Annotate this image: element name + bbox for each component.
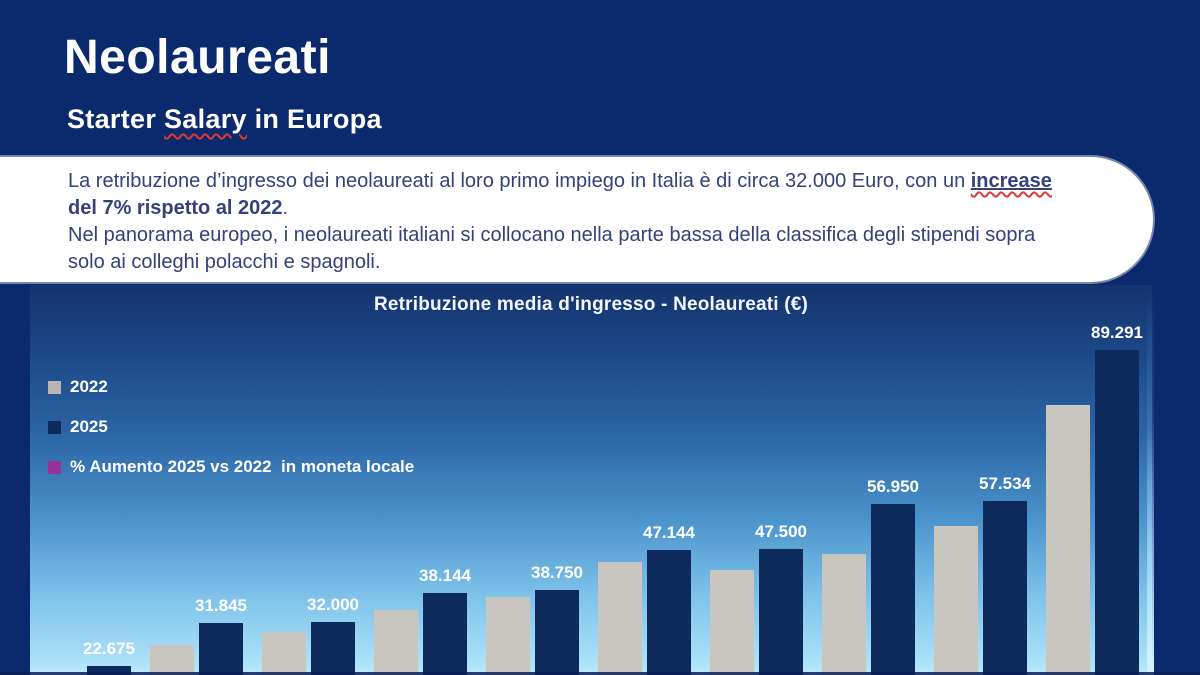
chart-background: Retribuzione media d'ingresso - Neolaure…	[30, 285, 1154, 675]
bar-2022	[150, 644, 194, 675]
bar-2025	[983, 501, 1027, 675]
bar-2025	[647, 550, 691, 675]
subtitle-misspelled-word: Salary	[163, 104, 247, 134]
bar-2025	[871, 503, 915, 675]
bar-2022	[822, 553, 866, 675]
legend-label: % Aumento 2025 vs 2022 in moneta locale	[70, 457, 415, 476]
intro-text-box: La retribuzione d’ingresso dei neolaurea…	[0, 157, 1153, 282]
intro-p1-period: .	[282, 197, 289, 219]
bar-2022	[374, 609, 418, 675]
legend-item: % Aumento 2025 vs 2022 in moneta locale	[48, 457, 414, 477]
legend-label: 2022	[70, 377, 108, 396]
right-edge-glow-decoration	[1147, 285, 1154, 675]
bar-2022	[1046, 404, 1090, 675]
bar-2022	[486, 597, 530, 675]
intro-p1-text: La retribuzione d’ingresso dei neolaurea…	[68, 170, 971, 192]
bar-value-label: 38.750	[531, 563, 583, 583]
legend-swatch	[48, 420, 61, 434]
bar-2025	[759, 548, 803, 675]
intro-paragraph-1: La retribuzione d’ingresso dei neolaurea…	[68, 168, 1075, 222]
bar-value-label: 56.950	[867, 476, 919, 496]
bottom-edge-line	[0, 672, 1200, 675]
chart-legend: 2022 2025 % Aumento 2025 vs 2022 in moneta…	[48, 377, 414, 477]
subtitle-text-post: in Europa	[246, 104, 382, 134]
bar-value-label: 47.144	[643, 523, 695, 543]
bar-value-label: 57.534	[979, 474, 1031, 494]
bar-2022	[262, 632, 306, 675]
bar-value-label: 32.000	[307, 595, 359, 615]
legend-swatch	[48, 460, 61, 474]
bar-2025	[535, 590, 579, 675]
intro-paragraph-2: Nel panorama europeo, i neolaureati ital…	[68, 224, 1036, 273]
bar-value-label: 47.500	[755, 521, 807, 541]
page-title: Neolaureati	[64, 31, 331, 84]
subtitle-text-pre: Starter	[67, 104, 164, 134]
bar-value-label: 31.845	[195, 595, 247, 615]
intro-p1-increase-word: increase	[970, 170, 1052, 192]
bar-value-label: 22.675	[83, 639, 135, 659]
bar-2025	[199, 622, 243, 675]
legend-label: 2025	[70, 417, 108, 436]
bar-2022	[710, 570, 754, 675]
bar-2022	[598, 561, 642, 675]
bar-value-label: 38.144	[419, 566, 471, 586]
bar-value-label: 89.291	[1091, 323, 1143, 343]
legend-item: 2025	[48, 417, 414, 437]
chart-section: Retribuzione media d'ingresso - Neolaure…	[0, 285, 1200, 675]
bar-2025	[87, 666, 131, 675]
bar-2025	[423, 593, 467, 675]
chart-title: Retribuzione media d'ingresso - Neolaure…	[373, 294, 809, 315]
legend-swatch	[48, 380, 61, 394]
bar-2022	[934, 525, 978, 675]
legend-item: 2022	[48, 377, 414, 397]
intro-p1-bold-text: del 7% rispetto al 2022	[68, 197, 283, 219]
bar-2025	[311, 622, 355, 675]
page-subtitle: Starter Salary in Europa	[67, 104, 382, 135]
bar-2025	[1095, 350, 1139, 675]
